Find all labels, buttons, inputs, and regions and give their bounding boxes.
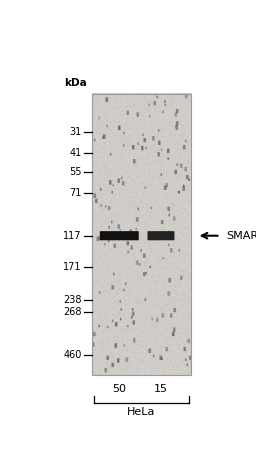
FancyBboxPatch shape xyxy=(100,231,139,240)
Text: 41: 41 xyxy=(69,148,82,158)
FancyBboxPatch shape xyxy=(147,231,174,240)
Text: 71: 71 xyxy=(69,188,82,198)
Text: 50: 50 xyxy=(112,384,126,394)
Text: 460: 460 xyxy=(63,351,82,361)
Text: 31: 31 xyxy=(69,127,82,137)
Text: 238: 238 xyxy=(63,296,82,305)
Bar xyxy=(92,94,191,375)
Text: 171: 171 xyxy=(63,262,82,271)
Text: kDa: kDa xyxy=(64,78,87,88)
Text: 268: 268 xyxy=(63,307,82,317)
Text: HeLa: HeLa xyxy=(127,407,155,417)
Text: SMARCA3: SMARCA3 xyxy=(227,231,256,241)
Text: 117: 117 xyxy=(63,231,82,241)
Text: 55: 55 xyxy=(69,167,82,177)
Text: 15: 15 xyxy=(154,384,168,394)
